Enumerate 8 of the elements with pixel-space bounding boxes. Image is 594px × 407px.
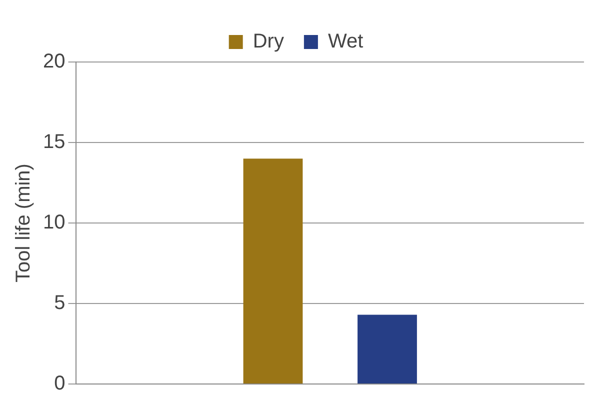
y-tick-label: 20 — [42, 50, 66, 73]
y-tick-label: 10 — [42, 212, 66, 234]
legend-label: Dry — [252, 30, 284, 53]
y-tick-label: 15 — [42, 131, 66, 154]
y-tick-label: 0 — [54, 372, 66, 395]
y-tick-label: 5 — [54, 292, 66, 314]
legend-label: Wet — [328, 30, 364, 53]
y-axis-title: Tool life (min) — [12, 164, 35, 282]
